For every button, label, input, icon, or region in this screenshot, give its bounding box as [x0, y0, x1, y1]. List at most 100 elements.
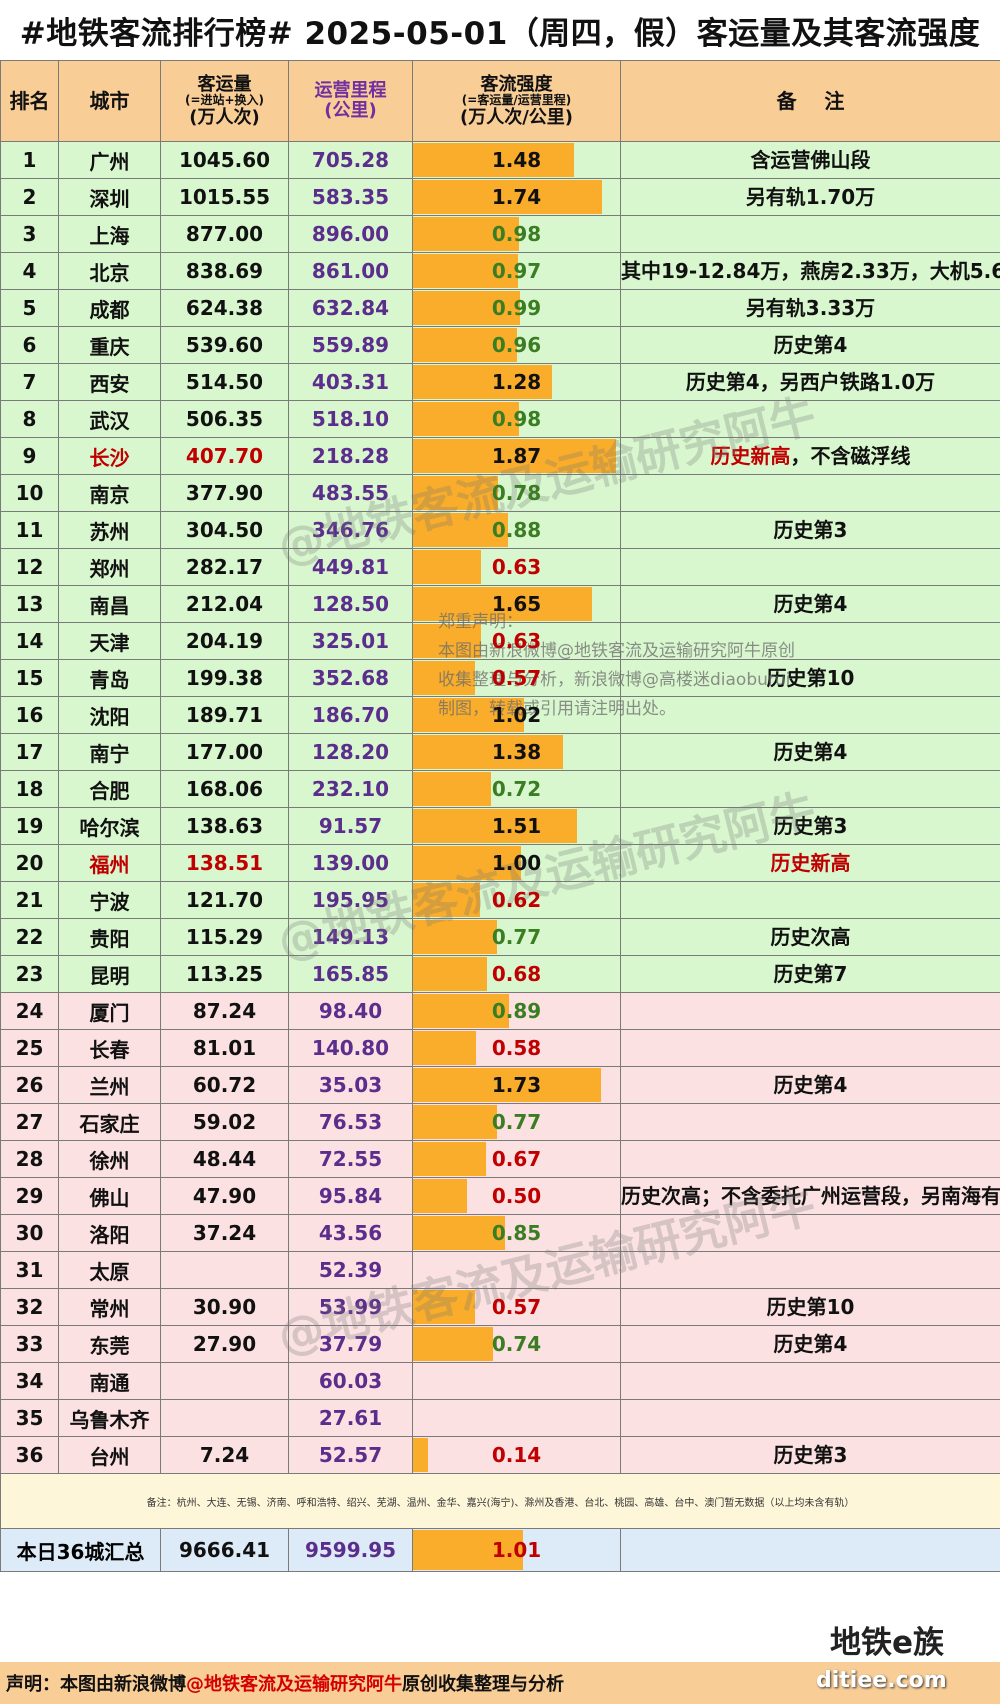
rank-cell: 5: [0, 289, 59, 327]
intensity-value: 0.63: [491, 555, 542, 579]
intensity-cell: 0.74: [412, 1325, 621, 1363]
intensity-cell: 1.73: [412, 1066, 621, 1104]
total-note: [620, 1528, 1000, 1572]
intensity-bar: [413, 402, 520, 436]
intensity-value: 0.62: [491, 888, 542, 912]
city-cell: 徐州: [58, 1140, 161, 1178]
passenger-cell: 115.29: [160, 918, 289, 956]
intensity-bar: [413, 1068, 601, 1102]
note-cell: 历史第4: [620, 733, 1000, 771]
note-cell: 历史第7: [620, 955, 1000, 993]
table-row: 22 贵阳 115.29 149.13 0.77 历史次高: [0, 918, 1000, 956]
rank-cell: 7: [0, 363, 59, 401]
intensity-bar: [413, 550, 482, 584]
table-row: 3 上海 877.00 896.00 0.98: [0, 215, 1000, 253]
city-cell: 南京: [58, 474, 161, 512]
note-cell: [620, 1214, 1000, 1252]
table-body: 1 广州 1045.60 705.28 1.48 含运营佛山段 2 深圳 1015.55 583.…: [0, 141, 1000, 1474]
passenger-cell: 506.35: [160, 400, 289, 438]
notice-line-1: 郑重声明：: [438, 612, 523, 632]
length-cell: 483.55: [288, 474, 413, 512]
intensity-cell: 0.98: [412, 400, 621, 438]
note-cell: 其中19-12.84万，燕房2.33万，大机5.63万: [620, 252, 1000, 290]
header-city: 城市: [58, 60, 161, 142]
passenger-cell: 47.90: [160, 1177, 289, 1215]
note-cell: 历史第4，另西户铁路1.0万: [620, 363, 1000, 401]
length-cell: 559.89: [288, 326, 413, 364]
intensity-bar: [413, 1216, 506, 1250]
intensity-value: 0.58: [491, 1036, 542, 1060]
intensity-bar: [413, 957, 487, 991]
city-cell: 武汉: [58, 400, 161, 438]
header-intensity: 客流强度 (=客运量/运营里程) (万人次/公里): [412, 60, 621, 142]
note-cell: 历史第4: [620, 1066, 1000, 1104]
table-row: 24 厦门 87.24 98.40 0.89: [0, 992, 1000, 1030]
table-row: 31 太原 52.39: [0, 1251, 1000, 1289]
footnote-row: 备注：杭州、大连、无锡、济南、呼和浩特、绍兴、芜湖、温州、金华、嘉兴(海宁)、滁…: [0, 1473, 1000, 1529]
intensity-bar: [413, 1179, 468, 1213]
passenger-cell: 204.19: [160, 622, 289, 660]
intensity-value: 1.87: [491, 444, 542, 468]
table-row: 26 兰州 60.72 35.03 1.73 历史第4: [0, 1066, 1000, 1104]
rank-cell: 27: [0, 1103, 59, 1141]
table-row: 14 天津 204.19 325.01 0.63: [0, 622, 1000, 660]
intensity-cell: [412, 1362, 621, 1400]
note-cell: [620, 1140, 1000, 1178]
intensity-cell: 1.74: [412, 178, 621, 216]
passenger-cell: 81.01: [160, 1029, 289, 1067]
rank-cell: 10: [0, 474, 59, 512]
note-cell: 历史第4: [620, 1325, 1000, 1363]
intensity-cell: 0.99: [412, 289, 621, 327]
table-row: 35 乌鲁木齐 27.61: [0, 1399, 1000, 1437]
passenger-cell: 113.25: [160, 955, 289, 993]
intensity-cell: 1.51: [412, 807, 621, 845]
city-cell: 沈阳: [58, 696, 161, 734]
table-row: 1 广州 1045.60 705.28 1.48 含运营佛山段: [0, 141, 1000, 179]
note-cell: [620, 1251, 1000, 1289]
intensity-value: 1.65: [491, 592, 542, 616]
intensity-value: 0.89: [491, 999, 542, 1023]
intensity-cell: 1.87: [412, 437, 621, 475]
rank-cell: 9: [0, 437, 59, 475]
passenger-cell: 212.04: [160, 585, 289, 623]
passenger-cell: 48.44: [160, 1140, 289, 1178]
passenger-cell: 27.90: [160, 1325, 289, 1363]
intensity-cell: 0.14: [412, 1436, 621, 1474]
intensity-bar: [413, 439, 616, 473]
table-row: 28 徐州 48.44 72.55 0.67: [0, 1140, 1000, 1178]
total-intensity: 1.01: [412, 1528, 621, 1572]
note-cell: [620, 215, 1000, 253]
city-cell: 东莞: [58, 1325, 161, 1363]
intensity-bar: [413, 217, 520, 251]
table-row: 9 长沙 407.70 218.28 1.87 历史新高，不含磁浮线: [0, 437, 1000, 475]
total-intensity-value: 1.01: [491, 1538, 542, 1562]
city-cell: 重庆: [58, 326, 161, 364]
intensity-cell: [412, 1399, 621, 1437]
length-cell: 52.57: [288, 1436, 413, 1474]
declaration-handle: @地铁客流及运输研究阿牛: [186, 1674, 402, 1695]
city-cell: 贵阳: [58, 918, 161, 956]
intensity-bar: [413, 1438, 429, 1472]
intensity-value: 0.50: [491, 1184, 542, 1208]
passenger-cell: 60.72: [160, 1066, 289, 1104]
city-cell: 台州: [58, 1436, 161, 1474]
intensity-value: 0.77: [491, 1110, 542, 1134]
table-row: 8 武汉 506.35 518.10 0.98: [0, 400, 1000, 438]
rank-cell: 11: [0, 511, 59, 549]
intensity-bar: [413, 661, 475, 695]
length-cell: 35.03: [288, 1066, 413, 1104]
length-cell: 139.00: [288, 844, 413, 882]
city-cell: 西安: [58, 363, 161, 401]
intensity-cell: 0.50: [412, 1177, 621, 1215]
rank-cell: 15: [0, 659, 59, 697]
intensity-cell: 1.38: [412, 733, 621, 771]
intensity-bar: [413, 883, 481, 917]
rank-cell: 34: [0, 1362, 59, 1400]
rank-cell: 2: [0, 178, 59, 216]
table-row: 2 深圳 1015.55 583.35 1.74 另有轨1.70万: [0, 178, 1000, 216]
table-row: 23 昆明 113.25 165.85 0.68 历史第7: [0, 955, 1000, 993]
total-passenger: 9666.41: [160, 1528, 289, 1572]
passenger-cell: [160, 1399, 289, 1437]
passenger-cell: [160, 1362, 289, 1400]
